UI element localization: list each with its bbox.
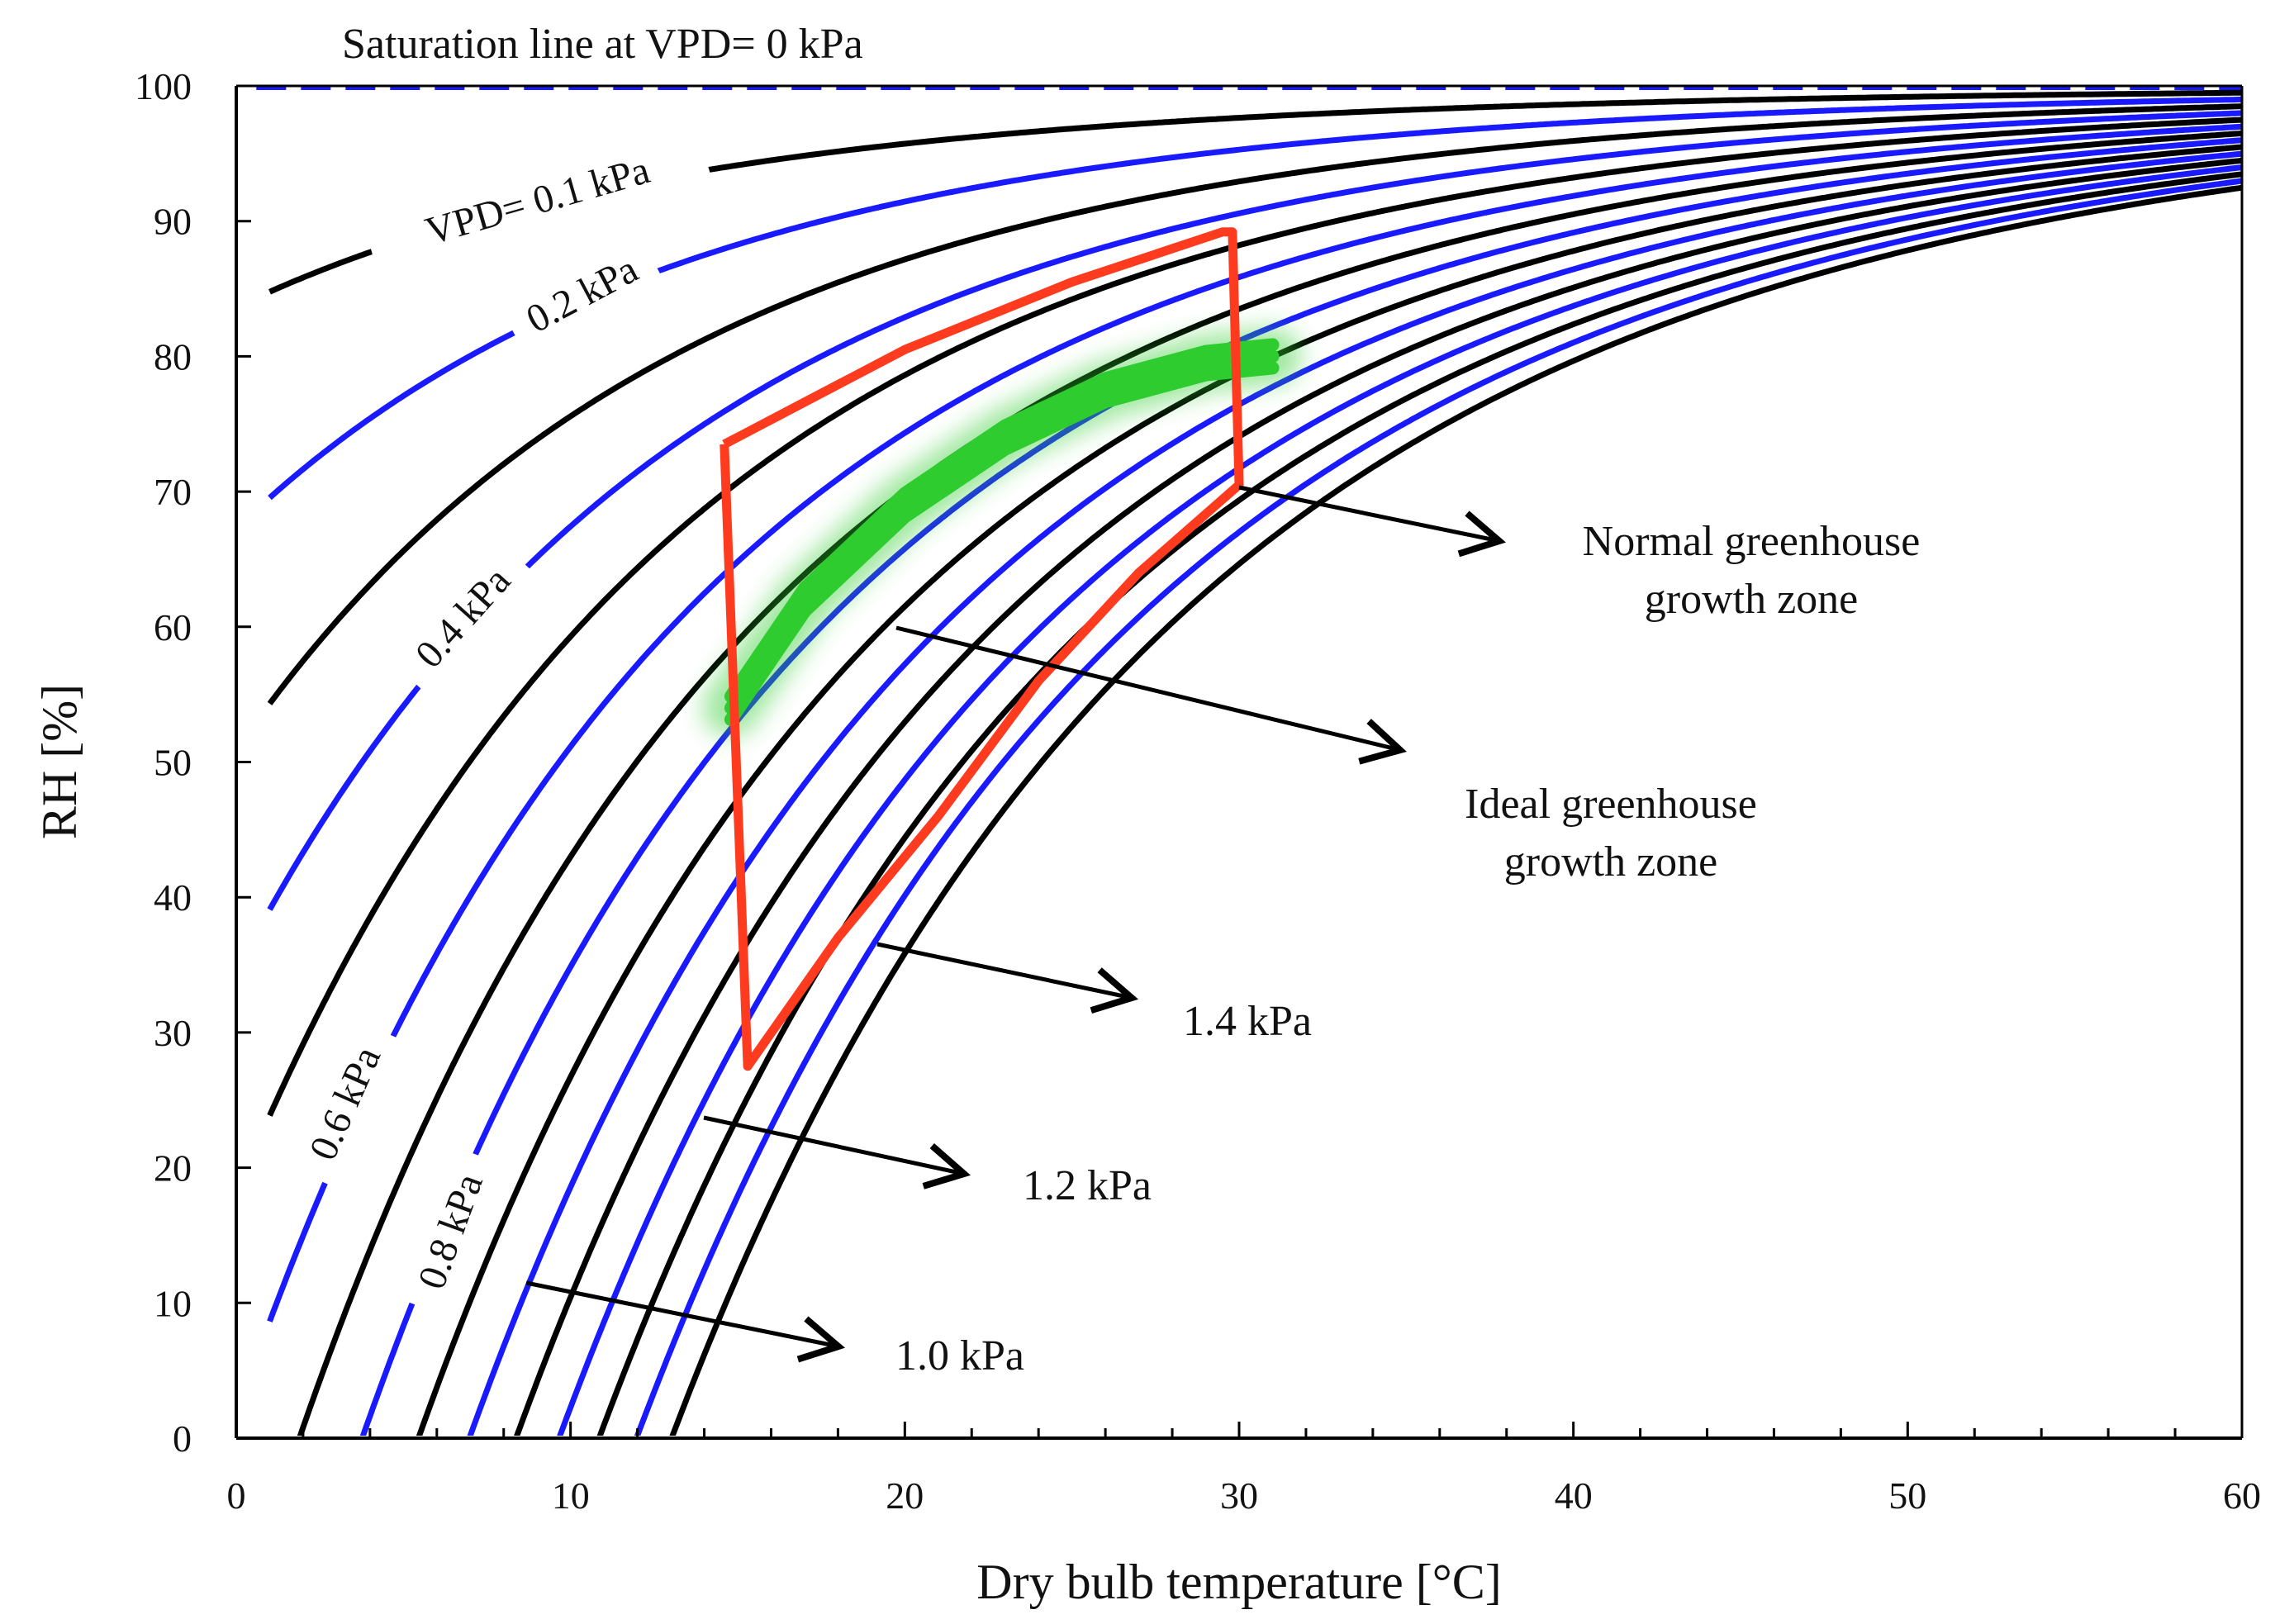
vpd-1-2-arrow xyxy=(703,1115,971,1190)
svg-text:0.6 kPa: 0.6 kPa xyxy=(301,1040,389,1166)
svg-text:1.0 kPa: 1.0 kPa xyxy=(895,1332,1024,1379)
y-tick-label: 0 xyxy=(173,1417,192,1460)
vpd-curve-0-3 xyxy=(267,103,2242,705)
normal-zone-outline xyxy=(720,227,1244,1071)
vpd-curve-1-3 xyxy=(596,171,2242,1436)
vpd-1-2-annotation: 1.2 kPa xyxy=(703,1115,1152,1209)
vpd-curve-0-6 xyxy=(267,123,2242,1322)
x-tick-label: 0 xyxy=(227,1474,246,1517)
x-tick-label: 10 xyxy=(552,1474,590,1517)
x-tick-label: 20 xyxy=(886,1474,924,1517)
x-tick-label: 30 xyxy=(1220,1474,1258,1517)
vpd-curve-1-2 xyxy=(557,164,2242,1436)
vpd-1-0-arrow xyxy=(525,1280,846,1363)
vpd-1-4-annotation: 1.4 kPa xyxy=(876,942,1312,1045)
y-tick-label: 10 xyxy=(154,1282,192,1324)
ideal-zone-arrow xyxy=(895,625,1408,765)
x-tick-labels: 0 10 20 30 40 50 60 xyxy=(227,1474,2262,1517)
svg-text:Normal greenhouse: Normal greenhouse xyxy=(1583,518,1921,565)
y-tick-label: 100 xyxy=(135,65,192,107)
ideal-zone-band xyxy=(724,338,1280,703)
y-tick-label: 60 xyxy=(154,606,192,648)
vpd-0-8-label: 0.8 kPa xyxy=(401,1147,503,1317)
vpd-curve-1-0 xyxy=(467,150,2242,1436)
x-tick-label: 50 xyxy=(1888,1474,1926,1517)
svg-text:0.4 kPa: 0.4 kPa xyxy=(407,558,520,676)
x-tick-label: 40 xyxy=(1555,1474,1593,1517)
ideal-zone-annotation: Ideal greenhouse growth zone xyxy=(895,625,1757,886)
y-axis-title: RH [%] xyxy=(32,684,87,839)
svg-text:Ideal greenhouse: Ideal greenhouse xyxy=(1465,781,1757,828)
svg-text:growth zone: growth zone xyxy=(1645,576,1858,623)
y-tick-label: 20 xyxy=(154,1147,192,1190)
vpd-0-1-label: VPD= 0.1 kPa xyxy=(363,128,712,274)
y-tick-label: 80 xyxy=(154,335,192,378)
normal-zone-arrow xyxy=(1238,485,1507,558)
ideal-zone-band xyxy=(724,349,1280,715)
vpd-1-4-arrow xyxy=(876,942,1139,1014)
vpd-curve-1-1 xyxy=(514,157,2242,1436)
axis-ticks xyxy=(235,84,2244,1440)
y-tick-label: 30 xyxy=(154,1012,192,1054)
y-tick-label: 50 xyxy=(154,742,192,784)
vpd-curve-0-9 xyxy=(416,144,2242,1436)
svg-text:1.2 kPa: 1.2 kPa xyxy=(1023,1162,1152,1209)
vpd-curve-0-8 xyxy=(359,137,2242,1436)
vpd-curve-1-4 xyxy=(634,178,2242,1436)
y-tick-label: 40 xyxy=(154,876,192,919)
svg-text:1.4 kPa: 1.4 kPa xyxy=(1183,998,1312,1045)
y-tick-labels: 0 10 20 30 40 50 60 70 80 90 100 xyxy=(135,65,192,1460)
vpd-0-4-label: 0.4 kPa xyxy=(391,541,537,696)
saturation-line-label: Saturation line at VPD= 0 kPa xyxy=(342,21,863,68)
growth-zones xyxy=(701,227,1302,1071)
svg-text:0.2 kPa: 0.2 kPa xyxy=(520,247,645,341)
vpd-curve-1-5 xyxy=(669,184,2242,1436)
x-tick-label: 60 xyxy=(2223,1474,2261,1517)
normal-zone-annotation: Normal greenhouse growth zone xyxy=(1238,485,1921,623)
vpd-curves xyxy=(256,86,2242,1436)
x-axis-title: Dry bulb temperature [°C] xyxy=(976,1555,1501,1609)
svg-text:growth zone: growth zone xyxy=(1504,838,1717,886)
y-tick-label: 90 xyxy=(154,201,192,243)
vpd-curve-0-4 xyxy=(267,110,2242,911)
y-tick-label: 70 xyxy=(154,471,192,513)
vpd-0-6-label: 0.6 kPa xyxy=(290,1019,402,1189)
ideal-zone-band xyxy=(724,361,1280,726)
vpd-1-0-annotation: 1.0 kPa xyxy=(525,1280,1024,1379)
vpd-curve-0-7 xyxy=(297,131,2242,1436)
vpd-0-2-label: 0.2 kPa xyxy=(501,236,664,354)
vpd-curve-0-5 xyxy=(267,116,2242,1117)
